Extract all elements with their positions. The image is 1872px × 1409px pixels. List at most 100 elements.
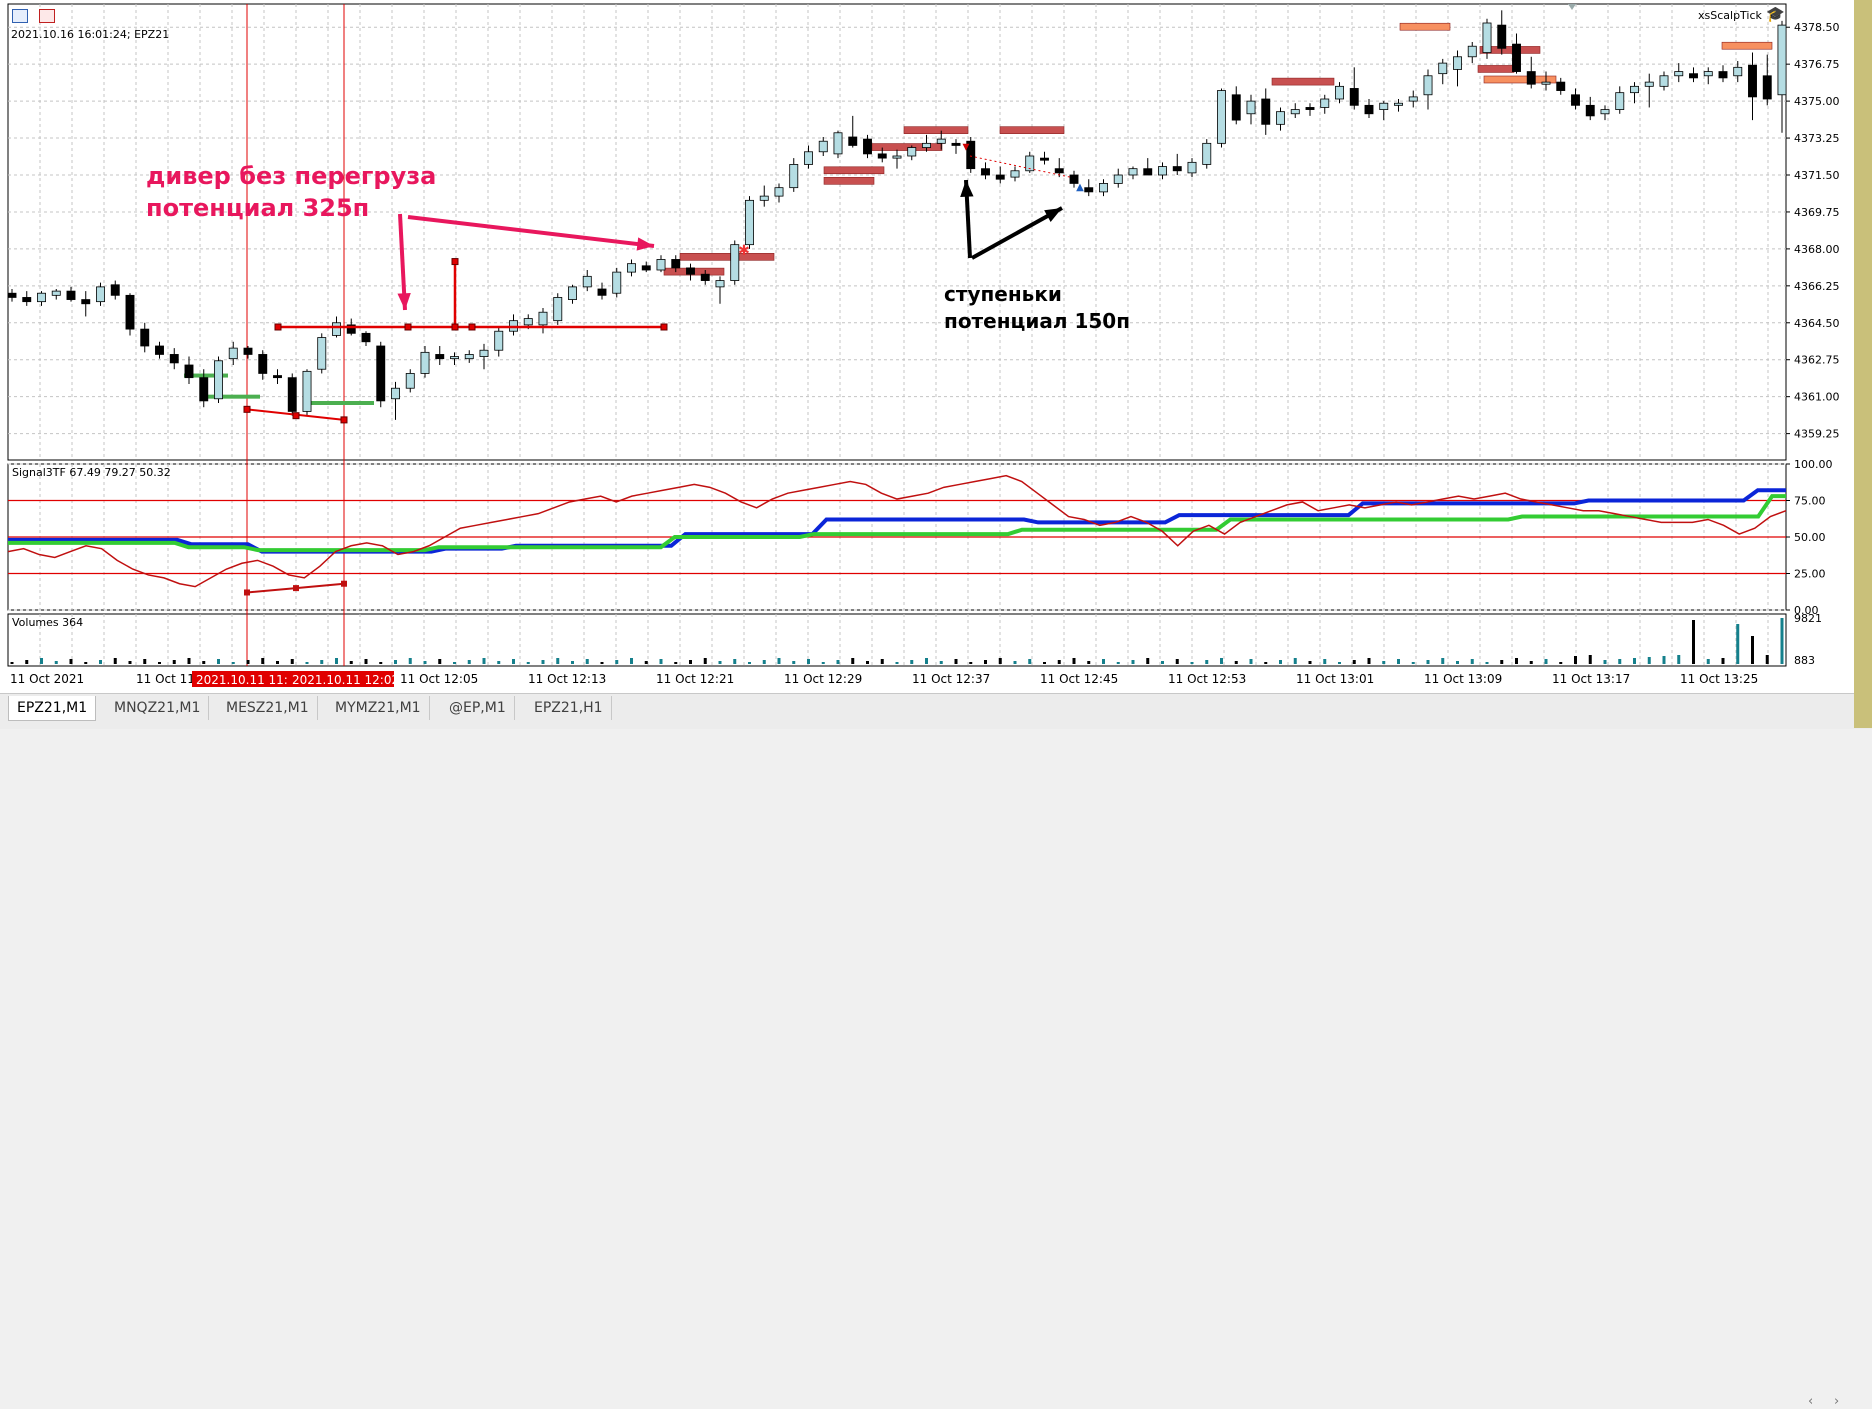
candle-bull <box>1644 81 1654 87</box>
candle-bull <box>1276 111 1285 125</box>
volume-bar <box>969 662 973 664</box>
graduation-cap-icon[interactable]: 🎓 <box>1766 5 1785 23</box>
volume-bar <box>40 658 43 664</box>
volume-bar <box>1500 660 1504 664</box>
candle-bear <box>1054 168 1064 174</box>
volume-bar <box>1072 658 1076 664</box>
candle-bull <box>1379 102 1389 110</box>
candle-bull <box>523 318 533 326</box>
volume-bar <box>187 658 191 664</box>
price-tick-label: 4368.00 <box>1794 243 1840 256</box>
candle-bear <box>110 284 120 296</box>
candle-bull <box>228 347 238 360</box>
candle-bull <box>1217 90 1226 144</box>
price-panel <box>7 3 1787 461</box>
candle-bull <box>936 138 946 144</box>
volume-bar <box>1544 659 1548 664</box>
candle-bull <box>1202 142 1212 165</box>
candle-bull <box>405 373 415 389</box>
oscillator-series-1 <box>8 494 1786 553</box>
candle-bull <box>833 132 843 155</box>
tab-epz21-h1[interactable]: EPZ21,H1 <box>526 696 612 720</box>
volume-bar <box>10 662 14 664</box>
scroll-right-icon[interactable]: › <box>1834 1394 1840 1409</box>
candle-bull <box>494 330 504 351</box>
volume-bar <box>408 658 412 664</box>
volume-bar <box>1367 658 1371 664</box>
candle-bull <box>715 280 725 288</box>
window-edge <box>1854 0 1872 728</box>
chart-type-icon[interactable] <box>39 9 56 23</box>
osc-tick-label: 75.00 <box>1794 495 1826 508</box>
candle-bull <box>1703 71 1713 77</box>
annotation-arrow-diagonal <box>971 206 1063 260</box>
volume-bar <box>1146 658 1150 664</box>
candle-bear <box>1718 71 1728 79</box>
osc-divergence-point <box>293 585 299 592</box>
volume-bar <box>1043 662 1046 664</box>
volume-bar <box>1662 656 1666 664</box>
volume-bar <box>644 661 648 664</box>
chart-canvas[interactable]: 4378.50 4376.75 4375.00 4373.25 4371.50 4369.… <box>0 0 1872 728</box>
candle-bear <box>1689 73 1698 79</box>
volume-bar <box>748 662 751 664</box>
volume-bar <box>305 662 309 664</box>
tab-epz21-m1[interactable]: EPZ21,M1 <box>8 696 97 721</box>
support-zone <box>200 394 260 399</box>
candle-bear <box>700 273 710 281</box>
candle-bull <box>774 187 784 197</box>
indicator-name: xsScalpTick <box>1698 9 1762 22</box>
candle-bull <box>1128 168 1138 176</box>
candle-bull <box>1777 24 1787 96</box>
volume-bar <box>1338 662 1341 664</box>
volume-bar <box>1175 659 1179 664</box>
volume-bar <box>851 658 855 664</box>
annotation-arrow-up-head <box>960 180 974 198</box>
grid-icon[interactable] <box>12 9 28 23</box>
candle-bear <box>125 294 135 330</box>
osc-tick-label: 25.00 <box>1794 568 1826 581</box>
price-tick-label: 4369.75 <box>1794 206 1840 219</box>
time-axis-label: 11 Oct 13:25 <box>1680 672 1758 686</box>
osc-divergence-point <box>341 580 347 587</box>
tab-mnqz21-m1[interactable]: MNQZ21,M1 <box>106 696 210 720</box>
tab-mymz21-m1[interactable]: MYMZ21,M1 <box>327 696 430 720</box>
volume-bar <box>1293 658 1297 664</box>
volume-bar <box>379 662 383 664</box>
candle-bull <box>1320 98 1330 108</box>
tab-mesz21-m1[interactable]: MESZ21,M1 <box>218 696 318 720</box>
volume-bar <box>1470 659 1474 664</box>
candle-bull <box>1733 66 1743 77</box>
scroll-left-icon[interactable]: ‹ <box>1808 1394 1814 1409</box>
volume-bar <box>467 660 471 664</box>
time-axis-label: 11 Oct 12:37 <box>912 672 990 686</box>
annotation-arrow-right-head <box>636 237 654 251</box>
osc-tick-label: 100.00 <box>1794 458 1833 471</box>
volume-bar <box>1028 659 1032 664</box>
osc-tick-label: 50.00 <box>1794 531 1826 544</box>
volume-bar <box>556 658 560 664</box>
volume-bar <box>423 661 427 664</box>
candle-bear <box>1143 168 1153 176</box>
volume-bar <box>880 659 884 664</box>
candle-bear <box>641 265 651 271</box>
osc-divergence-point <box>244 589 250 596</box>
candle-bear <box>1172 166 1182 172</box>
volume-bar <box>113 658 117 664</box>
tab-ep-m1[interactable]: @EP,M1 <box>441 696 515 720</box>
volume-bar <box>1131 660 1135 664</box>
volume-bar <box>1647 657 1651 664</box>
candle-bear <box>995 174 1005 180</box>
candle-bull <box>568 286 577 300</box>
volume-bar <box>1633 658 1636 664</box>
level-zone <box>1477 65 1515 73</box>
candle-bear <box>1231 94 1241 121</box>
candle-bear <box>671 259 681 269</box>
candle-bull <box>656 259 666 271</box>
candle-bear <box>686 267 695 275</box>
candle-bear <box>258 354 268 374</box>
divergence-point <box>451 323 459 331</box>
volume-bar <box>394 660 397 664</box>
price-tick-label: 4362.75 <box>1794 354 1840 367</box>
volume-bar <box>320 660 324 664</box>
